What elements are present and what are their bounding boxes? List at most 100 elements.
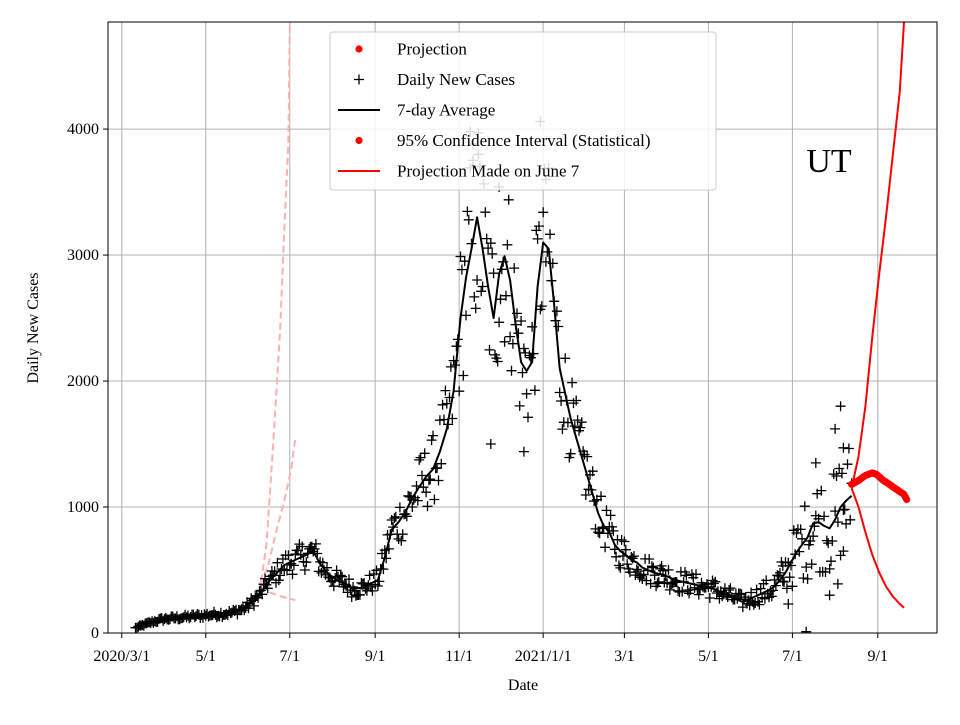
daily-case-marker (337, 571, 348, 582)
daily-case-marker (832, 578, 843, 589)
daily-case-marker (802, 573, 813, 584)
legend-dot-marker (355, 45, 363, 53)
daily-case-marker (469, 291, 480, 302)
y-tick-label: 0 (91, 625, 99, 642)
daily-case-marker (480, 207, 491, 218)
daily-case-marker (664, 584, 675, 595)
daily-case-marker (495, 294, 506, 305)
x-tick-label: 3/1 (614, 648, 634, 665)
daily-case-marker (426, 435, 437, 446)
daily-case-marker (485, 238, 496, 249)
daily-case-marker (346, 591, 357, 602)
daily-case-marker (507, 338, 518, 349)
daily-case-marker (459, 256, 470, 267)
daily-case-marker (557, 424, 568, 435)
daily-case-marker (560, 353, 571, 364)
daily-case-marker (619, 536, 630, 547)
daily-case-marker (663, 564, 674, 575)
legend-label: Projection Made on June 7 (397, 162, 580, 181)
daily-case-marker (390, 511, 401, 522)
daily-case-marker (620, 544, 631, 555)
daily-case-marker (536, 301, 547, 312)
daily-case-marker (481, 233, 492, 244)
x-tick-label: 11/1 (445, 648, 473, 665)
daily-case-marker (419, 448, 430, 459)
daily-case-marker (806, 559, 817, 570)
daily-case-marker (509, 263, 520, 274)
daily-case-marker (781, 583, 792, 594)
daily-case-marker (445, 361, 456, 372)
daily-case-marker (417, 470, 427, 481)
daily-case-marker (567, 377, 578, 388)
daily-case-marker (425, 474, 436, 485)
daily-case-marker (273, 575, 284, 586)
daily-case-marker (677, 586, 688, 597)
daily-case-marker (502, 239, 513, 250)
daily-case-marker (845, 514, 856, 525)
daily-case-marker (725, 583, 736, 594)
daily-case-marker (835, 401, 846, 412)
daily-case-marker (523, 412, 533, 423)
daily-case-marker (429, 494, 440, 505)
daily-case-marker (532, 233, 543, 244)
daily-case-marker (518, 343, 529, 354)
daily-case-marker (488, 268, 499, 279)
daily-case-marker (518, 446, 529, 457)
daily-case-marker (830, 423, 841, 434)
legend-label: Projection (397, 40, 467, 59)
daily-case-marker (615, 562, 626, 573)
daily-case-marker (831, 471, 842, 481)
daily-case-marker (596, 491, 606, 502)
daily-case-marker (843, 443, 854, 454)
daily-case-marker (576, 417, 587, 428)
daily-case-marker (644, 554, 655, 564)
daily-case-marker (708, 578, 719, 589)
daily-case-marker (455, 251, 466, 262)
daily-case-marker (472, 275, 483, 285)
daily-case-marker (795, 524, 806, 535)
daily-case-marker (816, 485, 827, 496)
daily-case-marker (571, 395, 582, 406)
daily-case-marker (710, 576, 721, 587)
daily-case-marker (513, 328, 524, 339)
daily-case-marker (766, 591, 777, 602)
daily-case-marker (487, 248, 498, 259)
x-tick-label: 5/1 (196, 648, 216, 665)
seven-day-average-line (135, 216, 853, 629)
x-tick-label: 9/1 (868, 648, 888, 665)
daily-case-marker (605, 510, 616, 521)
daily-case-marker (470, 303, 481, 314)
legend-dot-marker (355, 136, 363, 145)
daily-case-marker (841, 518, 852, 529)
daily-case-marker (458, 370, 469, 381)
daily-case-marker (394, 502, 405, 513)
daily-case-marker (607, 521, 617, 532)
daily-case-marker (301, 557, 312, 568)
daily-case-marker (521, 388, 532, 399)
daily-case-marker (637, 574, 648, 584)
daily-case-marker (837, 468, 847, 479)
daily-case-marker (551, 306, 562, 317)
daily-case-marker (396, 535, 407, 546)
daily-case-marker (494, 317, 505, 328)
daily-case-marker (517, 367, 528, 378)
daily-case-marker (808, 531, 819, 542)
daily-case-marker (826, 556, 836, 567)
daily-case-marker (601, 505, 612, 516)
legend-label: 7-day Average (397, 101, 495, 120)
daily-case-marker (534, 221, 544, 232)
y-tick-label: 2000 (67, 373, 99, 390)
daily-case-marker (335, 570, 346, 581)
x-tick-label: 9/1 (365, 648, 385, 665)
legend-label: 95% Confidence Interval (Statistical) (397, 131, 651, 150)
confidence-lower-line (850, 487, 905, 609)
daily-case-marker (582, 451, 593, 462)
daily-case-marker (414, 454, 425, 465)
daily-case-marker (624, 567, 635, 578)
daily-case-marker (456, 264, 467, 275)
daily-case-marker (283, 550, 294, 561)
daily-case-marker (754, 599, 765, 610)
daily-case-marker (823, 538, 834, 549)
daily-case-marker (673, 585, 684, 596)
